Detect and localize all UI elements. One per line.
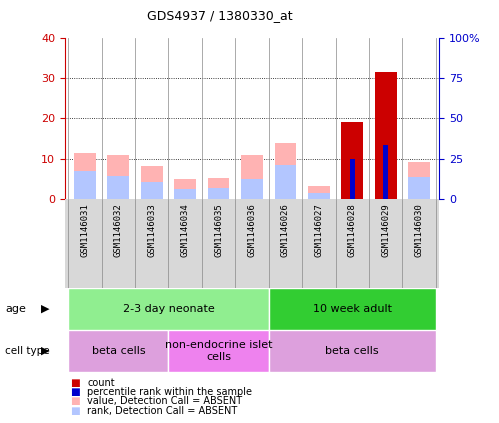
Text: ■: ■ bbox=[70, 406, 80, 416]
Text: rank, Detection Call = ABSENT: rank, Detection Call = ABSENT bbox=[87, 406, 238, 416]
Bar bbox=[341, 123, 363, 199]
Text: ■: ■ bbox=[70, 378, 80, 388]
Text: GSM1146034: GSM1146034 bbox=[181, 203, 190, 257]
Bar bbox=[408, 177, 430, 199]
Bar bbox=[408, 162, 430, 199]
Bar bbox=[141, 182, 163, 199]
Text: ■: ■ bbox=[70, 387, 80, 397]
Bar bbox=[169, 330, 268, 372]
Text: 10 week adult: 10 week adult bbox=[313, 304, 392, 314]
Text: GSM1146031: GSM1146031 bbox=[80, 203, 89, 257]
Bar bbox=[268, 330, 436, 372]
Bar bbox=[107, 176, 129, 199]
Text: value, Detection Call = ABSENT: value, Detection Call = ABSENT bbox=[87, 396, 243, 407]
Bar bbox=[208, 187, 230, 199]
Bar bbox=[74, 171, 96, 199]
Text: GDS4937 / 1380330_at: GDS4937 / 1380330_at bbox=[147, 9, 292, 22]
Text: 2-3 day neonate: 2-3 day neonate bbox=[123, 304, 215, 314]
Bar bbox=[383, 145, 388, 199]
Text: GSM1146036: GSM1146036 bbox=[248, 203, 256, 257]
Bar bbox=[308, 186, 330, 199]
Text: ▶: ▶ bbox=[41, 346, 50, 356]
Text: beta cells: beta cells bbox=[325, 346, 379, 356]
Text: count: count bbox=[87, 378, 115, 388]
Text: non-endocrine islet
cells: non-endocrine islet cells bbox=[165, 340, 272, 362]
Text: GSM1146030: GSM1146030 bbox=[415, 203, 424, 257]
Bar bbox=[349, 159, 355, 199]
Text: GSM1146028: GSM1146028 bbox=[348, 203, 357, 257]
Text: percentile rank within the sample: percentile rank within the sample bbox=[87, 387, 252, 397]
Bar bbox=[375, 72, 397, 199]
Text: ▶: ▶ bbox=[41, 304, 50, 314]
Text: GSM1146033: GSM1146033 bbox=[147, 203, 156, 257]
Bar bbox=[68, 288, 268, 330]
Bar bbox=[174, 189, 196, 199]
Bar bbox=[107, 155, 129, 199]
Bar bbox=[74, 153, 96, 199]
Bar bbox=[274, 143, 296, 199]
Text: ■: ■ bbox=[70, 396, 80, 407]
Bar bbox=[241, 155, 263, 199]
Bar bbox=[241, 179, 263, 199]
Bar bbox=[141, 166, 163, 199]
Text: cell type: cell type bbox=[5, 346, 49, 356]
Bar bbox=[274, 165, 296, 199]
Bar bbox=[208, 178, 230, 199]
Bar bbox=[308, 193, 330, 199]
Bar bbox=[174, 179, 196, 199]
Text: GSM1146026: GSM1146026 bbox=[281, 203, 290, 257]
Bar bbox=[268, 288, 436, 330]
Bar bbox=[68, 330, 169, 372]
Text: GSM1146029: GSM1146029 bbox=[381, 203, 390, 257]
Text: beta cells: beta cells bbox=[91, 346, 145, 356]
Text: age: age bbox=[5, 304, 26, 314]
Text: GSM1146027: GSM1146027 bbox=[314, 203, 323, 257]
Text: GSM1146035: GSM1146035 bbox=[214, 203, 223, 257]
Text: GSM1146032: GSM1146032 bbox=[114, 203, 123, 257]
